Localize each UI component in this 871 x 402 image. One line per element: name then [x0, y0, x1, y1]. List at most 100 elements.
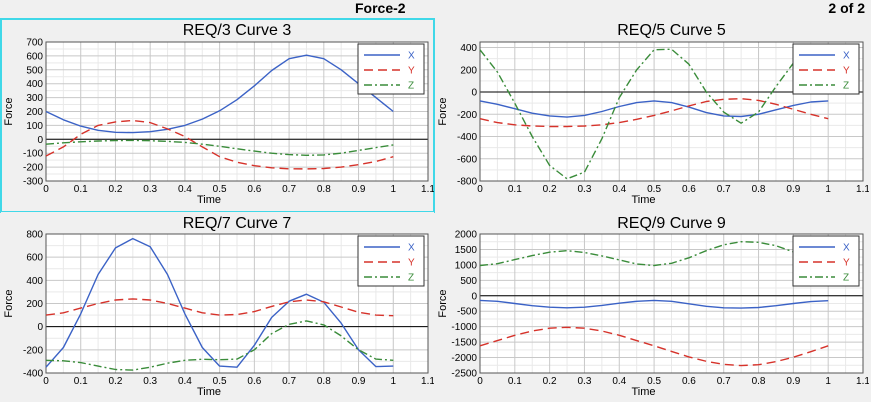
y-tick-label: -500 [457, 307, 477, 318]
x-tick-label: 1 [390, 376, 396, 387]
legend: XYZ [792, 235, 860, 287]
page-title: Force-2 [355, 0, 406, 16]
x-tick-label: 0.5 [213, 376, 227, 387]
chart-panel-4[interactable]: REQ/9 Curve 9 0 0.1 0.2 0.3 0.4 0.5 0.6 0.7 0.8 0.… [435, 212, 869, 402]
y-tick-label: 300 [26, 93, 43, 104]
series-line-x [45, 237, 394, 368]
y-axis-label: Force [3, 97, 15, 125]
y-tick-label: 2000 [455, 230, 478, 241]
y-tick-label: 200 [26, 107, 43, 118]
series-group [45, 54, 394, 170]
y-tick-label: 200 [26, 299, 43, 310]
y-tick-label: 0 [471, 291, 477, 302]
x-axis-label: Time [631, 194, 655, 206]
chart-title: REQ/5 Curve 5 [617, 22, 726, 39]
series-line-x [479, 100, 829, 118]
legend-label-x: X [408, 51, 415, 62]
y-tick-label: 0 [37, 322, 43, 333]
x-tick-label: 0.6 [682, 376, 696, 387]
plot-frame [45, 233, 429, 374]
chart-panel-2[interactable]: REQ/5 Curve 5 0 0.1 0.2 0.3 0.4 0.5 0.6 0.7 0.8 0.… [435, 19, 869, 212]
x-tick-label: 0.6 [682, 184, 696, 195]
x-tick-label: 0.6 [247, 184, 261, 195]
legend-label-z: Z [408, 81, 414, 92]
y-axis-label: Force [3, 289, 15, 317]
y-axis-label: Force [437, 97, 449, 125]
plot-frame [479, 41, 864, 182]
y-tick-label: -800 [457, 177, 477, 188]
chart-title: REQ/3 Curve 3 [183, 22, 292, 39]
legend: XYZ [792, 43, 860, 95]
series-line-x [479, 299, 829, 309]
x-tick-label: 0.7 [282, 184, 296, 195]
y-tick-label: 500 [26, 65, 43, 76]
x-tick-label: 0.9 [352, 376, 366, 387]
x-tick-label: 0.3 [143, 376, 157, 387]
series-line-y [479, 326, 829, 367]
y-tick-label: -200 [23, 163, 43, 174]
y-tick-label: 0 [471, 88, 477, 99]
x-tick-label: 1 [825, 376, 831, 387]
legend-label-z: Z [843, 81, 849, 92]
x-tick-label: 0.7 [717, 376, 731, 387]
x-tick-label: 0.3 [143, 184, 157, 195]
y-tick-label: 800 [26, 230, 43, 241]
y-tick-label: 400 [26, 79, 43, 90]
chart-panel-3[interactable]: REQ/7 Curve 7 0 0.1 0.2 0.3 0.4 0.5 0.6 0.7 0.8 0.… [1, 212, 434, 402]
legend-label-y: Y [408, 258, 415, 269]
x-tick-label: 0.7 [282, 376, 296, 387]
y-tick-label: 1000 [455, 260, 478, 271]
y-tick-label: 400 [26, 276, 43, 287]
x-tick-label: 0.2 [109, 184, 123, 195]
chart-title: REQ/9 Curve 9 [617, 215, 726, 232]
x-tick-label: 1.1 [856, 376, 869, 387]
y-tick-label: -400 [23, 369, 43, 380]
x-tick-label: 1 [390, 184, 396, 195]
x-tick-label: 0.5 [213, 184, 227, 195]
x-tick-label: 0.2 [543, 184, 557, 195]
y-tick-label: 1500 [455, 245, 478, 256]
legend-label-z: Z [843, 273, 849, 284]
y-tick-label: -400 [457, 132, 477, 143]
x-tick-label: 1.1 [856, 184, 869, 195]
series-line-x [45, 54, 394, 134]
chart-svg-1: REQ/3 Curve 3 0 0.1 0.2 0.3 0.4 0.5 0.6 0.7 0.8 0.… [3, 22, 434, 206]
y-tick-label: -1000 [451, 322, 477, 333]
x-tick-label: 1 [825, 184, 831, 195]
legend: XYZ [357, 235, 425, 287]
y-tick-label: -1500 [451, 338, 477, 349]
y-tick-label: 100 [26, 121, 43, 132]
x-tick-label: 0.8 [752, 376, 766, 387]
x-tick-label: 0 [43, 376, 49, 387]
x-tick-label: 0.8 [317, 376, 331, 387]
x-tick-label: 0 [477, 184, 483, 195]
x-axis-label: Time [197, 386, 221, 398]
x-tick-label: 0.3 [578, 376, 592, 387]
legend-label-x: X [843, 51, 850, 62]
y-tick-label: 700 [26, 38, 43, 49]
chart-panel-1[interactable]: REQ/3 Curve 3 0 0.1 0.2 0.3 0.4 0.5 0.6 0.7 0.8 0.… [0, 18, 435, 213]
legend: XYZ [357, 43, 425, 95]
x-tick-label: 0.4 [612, 376, 626, 387]
series-line-z [45, 139, 394, 157]
y-tick-label: -300 [23, 177, 43, 188]
x-tick-label: 0.2 [543, 376, 557, 387]
series-group [45, 237, 394, 371]
y-tick-label: 600 [26, 51, 43, 62]
y-tick-label: -2000 [451, 353, 477, 364]
page-indicator: 2 of 2 [828, 0, 865, 16]
x-tick-label: 0.4 [178, 184, 192, 195]
x-axis-label: Time [631, 386, 655, 398]
x-tick-label: 0.8 [752, 184, 766, 195]
x-tick-label: 0.1 [74, 376, 88, 387]
y-tick-label: 600 [26, 253, 43, 264]
plot-frame [479, 233, 864, 374]
x-tick-label: 0.5 [647, 376, 661, 387]
series-group [479, 241, 829, 367]
y-tick-label: 200 [460, 65, 477, 76]
x-tick-label: 0.5 [647, 184, 661, 195]
series-line-z [45, 320, 394, 371]
chart-svg-4: REQ/9 Curve 9 0 0.1 0.2 0.3 0.4 0.5 0.6 0.7 0.8 0.… [437, 215, 869, 398]
series-line-y [479, 97, 829, 128]
x-tick-label: 0 [43, 184, 49, 195]
